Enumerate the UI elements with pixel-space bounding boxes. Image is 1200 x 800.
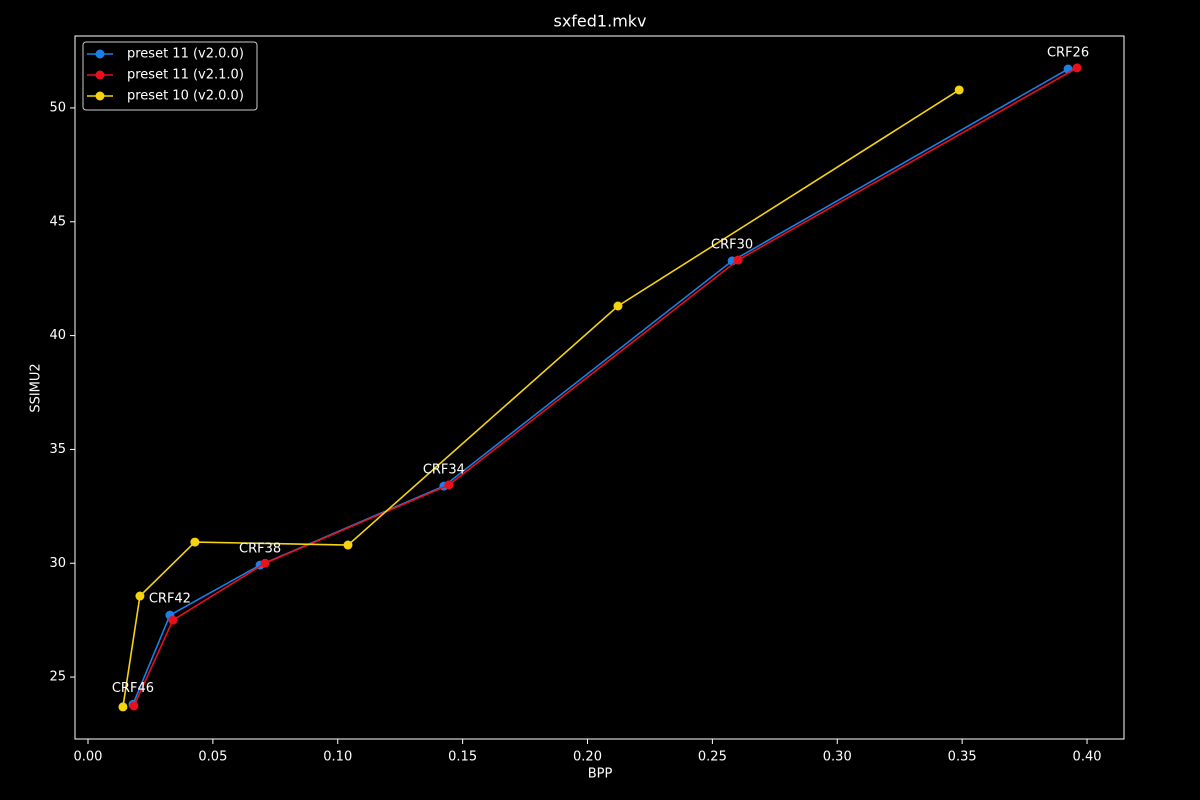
x-axis-label: BPP xyxy=(588,767,613,782)
y-tick-label: 35 xyxy=(49,442,66,457)
legend-label: preset 11 (v2.0.0) xyxy=(127,47,244,62)
x-tick-label: 0.40 xyxy=(1073,750,1102,765)
annotation: CRF42 xyxy=(149,592,191,607)
x-tick-label: 0.15 xyxy=(448,750,477,765)
data-point xyxy=(168,615,178,625)
x-tick-label: 0.00 xyxy=(74,750,103,765)
data-point xyxy=(613,301,623,311)
data-point xyxy=(733,255,743,265)
legend-marker xyxy=(95,91,105,101)
annotation: CRF34 xyxy=(423,463,465,478)
chart-title: sxfed1.mkv xyxy=(553,12,646,31)
data-point xyxy=(190,537,200,547)
legend-marker xyxy=(95,49,105,59)
y-tick-label: 25 xyxy=(49,670,66,685)
annotation: CRF38 xyxy=(239,542,281,557)
legend-label: preset 11 (v2.1.0) xyxy=(127,68,244,83)
annotation: CRF30 xyxy=(711,237,753,252)
annotation: CRF46 xyxy=(112,681,154,696)
annotation: CRF26 xyxy=(1047,46,1089,61)
x-tick-label: 0.30 xyxy=(823,750,852,765)
data-point xyxy=(343,540,353,550)
data-point xyxy=(129,701,139,711)
y-tick-label: 40 xyxy=(49,328,66,343)
y-tick-label: 45 xyxy=(49,214,66,229)
data-point xyxy=(118,702,128,712)
legend-box xyxy=(82,41,258,111)
x-tick-label: 0.05 xyxy=(198,750,227,765)
x-tick-label: 0.10 xyxy=(323,750,352,765)
data-point xyxy=(1072,63,1082,73)
legend-marker xyxy=(95,70,105,80)
data-point xyxy=(444,480,454,490)
x-tick-label: 0.35 xyxy=(948,750,977,765)
legend-label: preset 10 (v2.0.0) xyxy=(127,89,244,104)
data-point xyxy=(260,558,270,568)
x-tick-label: 0.20 xyxy=(573,750,602,765)
data-point xyxy=(954,85,964,95)
y-tick-label: 30 xyxy=(49,556,66,571)
series-line xyxy=(122,89,960,708)
y-axis-label: SSIMU2 xyxy=(29,363,44,412)
y-tick-label: 50 xyxy=(49,100,66,115)
data-point xyxy=(135,591,145,601)
plot-frame xyxy=(74,35,1125,740)
series-line xyxy=(133,67,1078,707)
x-tick-label: 0.25 xyxy=(698,750,727,765)
